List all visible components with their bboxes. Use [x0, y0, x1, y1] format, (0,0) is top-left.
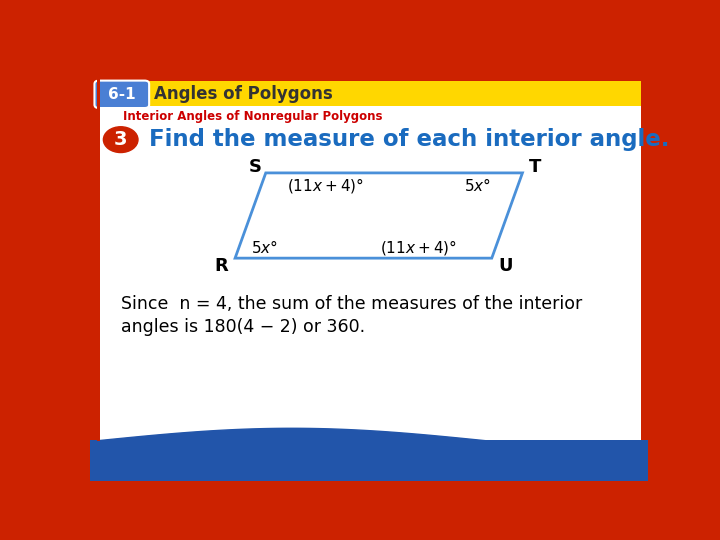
Text: T: T [528, 158, 541, 176]
Text: U: U [498, 258, 513, 275]
Text: Since  n = 4, the sum of the measures of the interior: Since n = 4, the sum of the measures of … [121, 295, 582, 313]
Text: $(11x + 4)°$: $(11x + 4)°$ [380, 238, 457, 257]
FancyBboxPatch shape [96, 79, 100, 441]
Text: angles is 180(4 − 2) or 360.: angles is 180(4 − 2) or 360. [121, 318, 365, 336]
Text: Find the measure of each interior angle.: Find the measure of each interior angle. [148, 128, 669, 151]
Text: 3: 3 [114, 130, 127, 149]
Text: S: S [249, 158, 262, 176]
Text: $5x°$: $5x°$ [251, 239, 278, 256]
Text: $(11x + 4)°$: $(11x + 4)°$ [287, 176, 364, 195]
Text: R: R [215, 258, 228, 275]
Text: $5x°$: $5x°$ [464, 177, 491, 194]
Text: Interior Angles of Nonregular Polygons: Interior Angles of Nonregular Polygons [124, 110, 383, 123]
Text: 6-1: 6-1 [108, 87, 135, 102]
Circle shape [104, 127, 138, 152]
FancyBboxPatch shape [96, 82, 642, 441]
Text: Angles of Polygons: Angles of Polygons [154, 85, 333, 103]
FancyBboxPatch shape [96, 82, 642, 106]
FancyBboxPatch shape [90, 440, 648, 481]
FancyBboxPatch shape [94, 80, 149, 108]
